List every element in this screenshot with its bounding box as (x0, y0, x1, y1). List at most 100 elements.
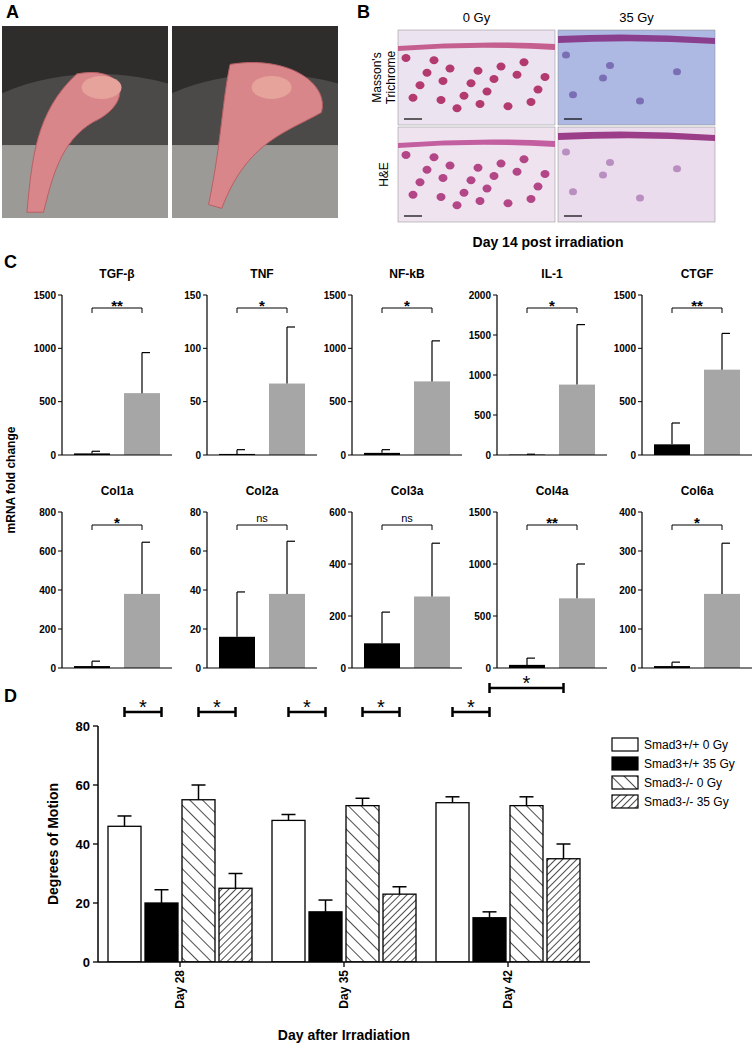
follicle (520, 58, 529, 66)
legend-label: Smad3+/+ 0 Gy (644, 738, 728, 752)
tick-label: 800 (39, 507, 56, 518)
error-stem (362, 798, 364, 805)
follicle (439, 77, 448, 85)
annotation: ns (401, 512, 413, 524)
axis-line (207, 667, 317, 668)
error-cap (118, 815, 132, 817)
annotation: ns (256, 512, 268, 524)
follicle (527, 98, 536, 106)
tick-label: 0 (340, 663, 346, 674)
follicle (527, 195, 536, 203)
tick-label: 1500 (614, 290, 637, 301)
error-cap (557, 843, 571, 845)
annotation: ** (111, 297, 123, 314)
tick-label: 1000 (469, 370, 492, 381)
error-bar (557, 844, 571, 859)
bar (219, 888, 252, 962)
annotation: * (213, 696, 221, 718)
bar (559, 598, 595, 668)
plot-area (364, 543, 450, 668)
error-stem (452, 797, 454, 803)
tick-label: 50 (190, 396, 202, 407)
error-cap (382, 611, 390, 612)
error-bar (237, 592, 245, 637)
axis-line (496, 295, 497, 455)
panel-label: C (4, 252, 17, 272)
chart: NF-kB050010001500* (324, 267, 462, 461)
error-bar (722, 543, 730, 594)
error-bar (672, 662, 680, 666)
follicle (541, 73, 550, 81)
tick-label: 1500 (469, 507, 492, 518)
photo (172, 26, 338, 218)
legend-swatch (612, 757, 638, 770)
follicle (460, 92, 469, 100)
follicle (446, 162, 455, 170)
axis-line (496, 512, 497, 668)
bar (383, 894, 416, 962)
photo-lesion (82, 76, 122, 99)
error-cap (432, 543, 440, 544)
chart-title: Col3a (391, 484, 424, 498)
follicle (562, 149, 570, 156)
follicle (460, 189, 469, 197)
tick-label: 400 (39, 585, 56, 596)
error-bar (446, 797, 460, 803)
axis-line (97, 726, 99, 962)
error-cap (577, 563, 585, 564)
chart-title: Col6a (681, 484, 714, 498)
error-cap (237, 449, 245, 450)
bar (436, 803, 469, 962)
tick-label: 0 (83, 955, 90, 970)
bar (124, 393, 160, 455)
chart: IL-10500100015002000* (469, 267, 607, 461)
legend-swatch (612, 795, 638, 808)
error-bar (229, 874, 243, 889)
bar (219, 637, 255, 668)
error-bar (282, 815, 296, 821)
tick (507, 962, 508, 967)
epidermis (558, 131, 715, 141)
annotation: * (139, 696, 147, 718)
photo (2, 26, 168, 218)
histology-image (398, 30, 555, 125)
row-header: H&E (377, 162, 391, 187)
bar (269, 384, 305, 455)
photo-bench (172, 145, 338, 218)
photo-bg (172, 26, 338, 218)
tick-label: 0 (195, 663, 201, 674)
chart: Col1a0200400600800* (39, 484, 172, 674)
histology-bg (398, 30, 555, 125)
tick-label: 2000 (469, 290, 492, 301)
error-cap (722, 333, 730, 334)
follicle (483, 88, 492, 96)
tick-label: 500 (39, 396, 56, 407)
error-stem (286, 327, 287, 384)
plot-area (108, 785, 580, 962)
error-stem (325, 900, 327, 912)
follicle (497, 160, 506, 168)
error-cap (192, 784, 206, 786)
error-stem (431, 543, 432, 596)
error-cap (356, 798, 370, 800)
error-bar (192, 785, 206, 800)
follicle (439, 174, 448, 182)
scale-bar (564, 215, 582, 216)
bar (704, 594, 740, 668)
axis-line (61, 512, 62, 668)
error-bar (287, 327, 295, 384)
tick-label: 1000 (34, 343, 57, 354)
error-stem (91, 661, 92, 666)
error-bar (432, 341, 440, 382)
tick-label: 0 (485, 663, 491, 674)
chart-title: CTGF (681, 267, 714, 281)
epidermis (398, 42, 555, 51)
error-stem (235, 874, 237, 889)
error-cap (672, 422, 680, 423)
scale-bar (404, 118, 422, 119)
error-stem (236, 592, 237, 637)
tick-label: 500 (474, 410, 491, 421)
tick-label: 200 (39, 624, 56, 635)
bar (559, 385, 595, 455)
column-header: 0 Gy (463, 10, 491, 25)
